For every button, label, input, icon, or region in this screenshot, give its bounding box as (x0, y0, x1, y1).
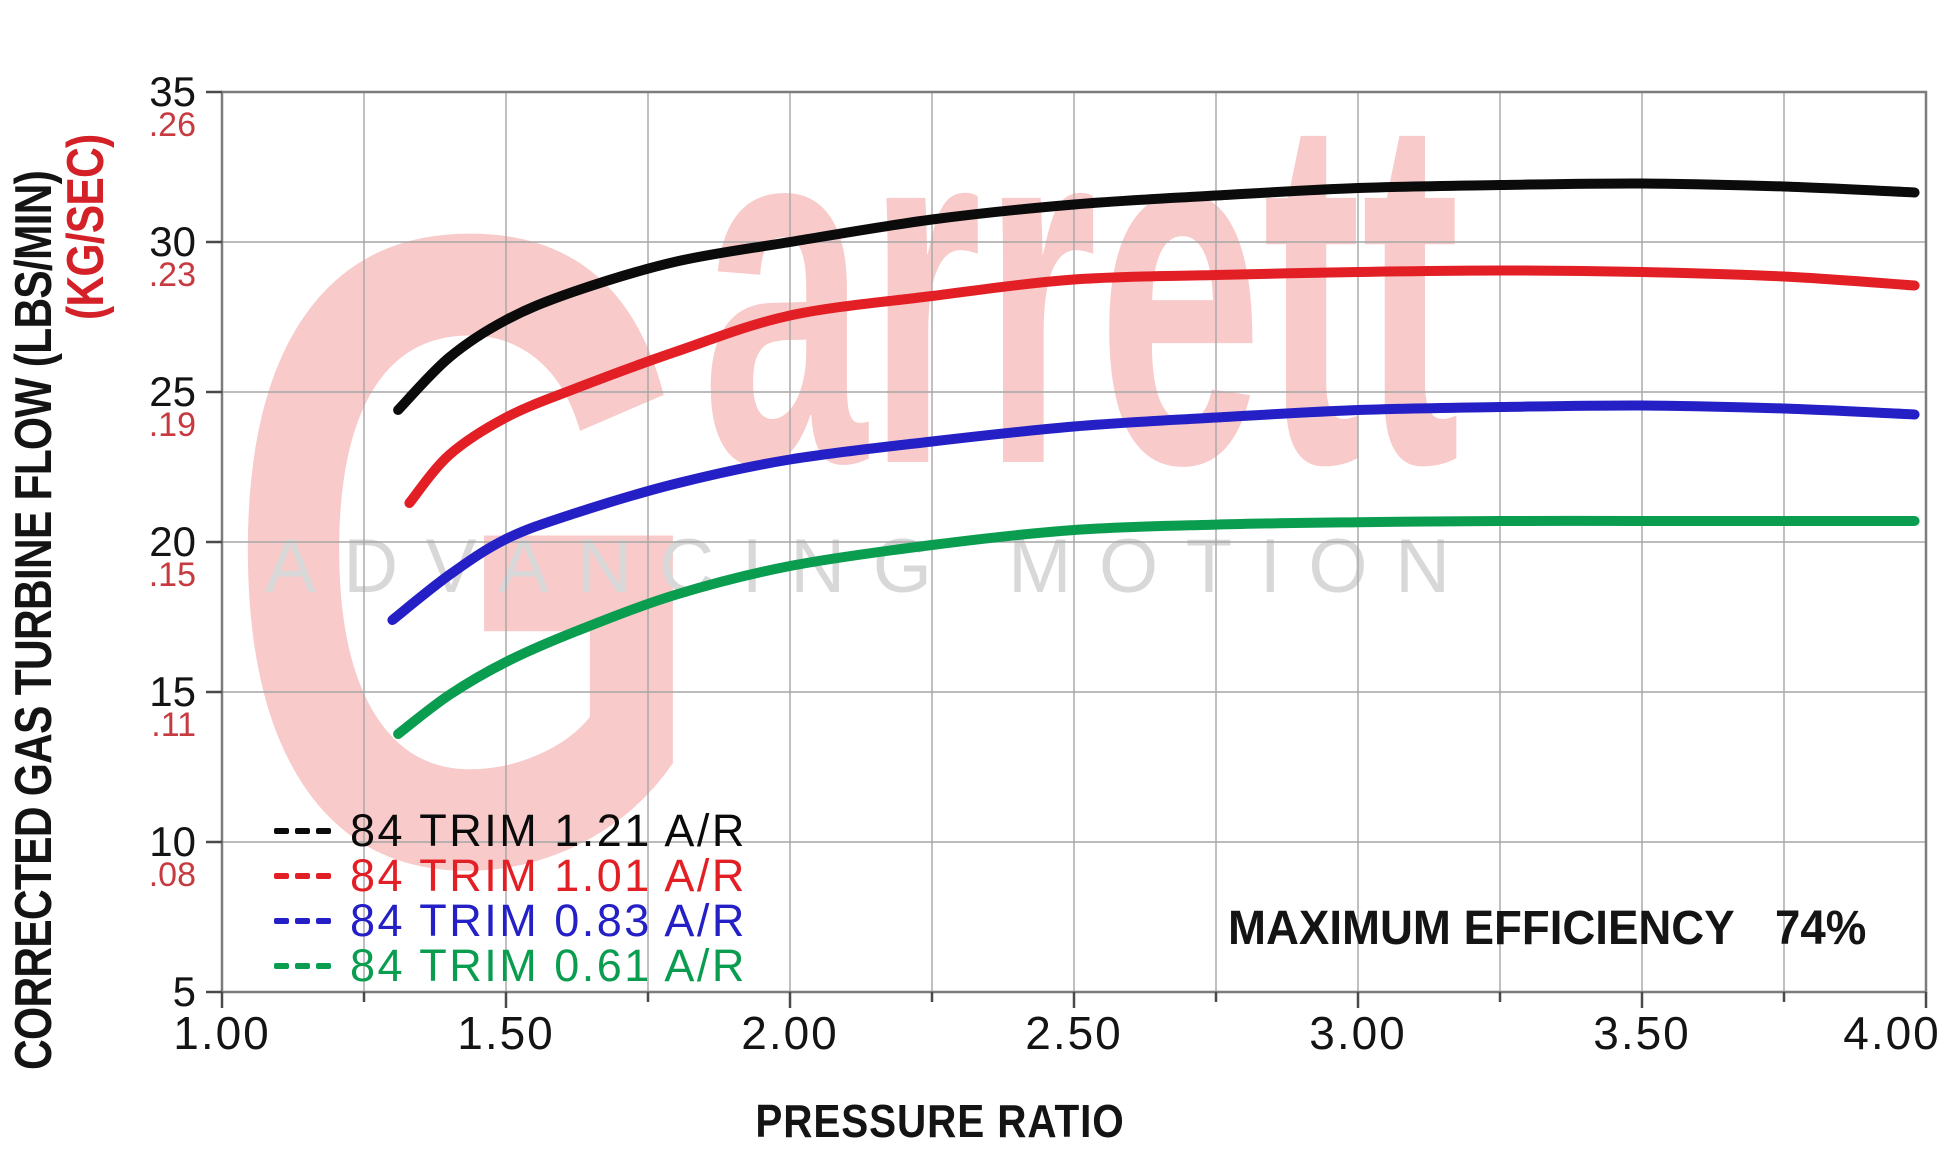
legend-dash (316, 872, 331, 879)
x-tick-label: 3.00 (1309, 1007, 1407, 1059)
y-tick-label-kg: .08 (148, 856, 196, 894)
x-tick-label: 2.00 (741, 1007, 839, 1059)
legend-dash (295, 827, 310, 834)
legend: 84 TRIM 1.21 A/R 84 TRIM 1.01 A/R 84 TRIM … (274, 805, 747, 991)
flow-curve-1 (404, 265, 1920, 508)
flow-curve-2 (387, 400, 1920, 625)
x-tick-label: 1.00 (173, 1007, 271, 1059)
legend-dash (274, 962, 289, 969)
legend-dashed-line-sample (274, 827, 336, 834)
legend-label: 84 TRIM 1.01 A/R (350, 849, 747, 901)
legend-dash (274, 917, 289, 924)
watermark-brand-initial: G (222, 47, 712, 1053)
legend-row-1: 84 TRIM 1.01 A/R (274, 850, 747, 901)
legend-dash (295, 962, 310, 969)
y-tick-label-kg: .26 (148, 106, 196, 144)
y-tick-label-lbs: 30 (149, 218, 196, 265)
axis-ticks (206, 90, 1928, 1008)
y-tick-label-lbs: 5 (172, 968, 196, 1015)
legend-dash (274, 872, 289, 879)
y-axis-title-lbs: CORRECTED GAS TURBINE FLOW (LBS/MIN) (5, 170, 63, 1070)
x-tick-label: 3.50 (1593, 1007, 1691, 1059)
legend-row-0: 84 TRIM 1.21 A/R (274, 805, 747, 856)
legend-dash (316, 827, 331, 834)
legend-label: 84 TRIM 1.21 A/R (350, 804, 747, 856)
legend-dash (295, 917, 310, 924)
max-efficiency-label: MAXIMUM EFFICIENCY (1228, 902, 1734, 955)
flow-curve-0 (393, 178, 1920, 415)
legend-row-3: 84 TRIM 0.61 A/R (274, 940, 747, 991)
y-tick-label-kg: .19 (148, 406, 196, 444)
legend-label: 84 TRIM 0.83 A/R (350, 894, 747, 946)
x-tick-label: 2.50 (1025, 1007, 1123, 1059)
legend-dashed-line-sample (274, 917, 336, 924)
watermark-brand-rest: arrett (702, 9, 1460, 568)
flow-curves (387, 178, 1920, 739)
legend-label: 84 TRIM 0.61 A/R (350, 939, 747, 991)
legend-row-2: 84 TRIM 0.83 A/R (274, 895, 747, 946)
y-tick-label-lbs: 10 (149, 818, 196, 865)
y-tick-label-kg: .23 (148, 256, 196, 294)
legend-dashed-line-sample (274, 962, 336, 969)
y-tick-label-lbs: 15 (149, 668, 196, 715)
flow-curve-3 (393, 515, 1920, 739)
max-efficiency-value: 74% (1775, 902, 1867, 955)
y-tick-label-kg: .11 (151, 706, 196, 744)
x-tick-label: 1.50 (457, 1007, 555, 1059)
y-tick-label-kg: .15 (148, 556, 196, 594)
legend-dash (316, 917, 331, 924)
y-tick-label-lbs: 20 (149, 518, 196, 565)
max-efficiency-annotation: MAXIMUM EFFICIENCY 74% (1228, 901, 1866, 956)
legend-dashed-line-sample (274, 872, 336, 879)
x-tick-label: 4.00 (1843, 1007, 1941, 1059)
legend-dash (316, 962, 331, 969)
legend-dash (274, 827, 289, 834)
legend-dash (295, 872, 310, 879)
x-axis-title: PRESSURE RATIO (755, 1095, 1125, 1147)
y-tick-label-lbs: 35 (149, 68, 196, 115)
y-tick-label-lbs: 25 (149, 368, 196, 415)
